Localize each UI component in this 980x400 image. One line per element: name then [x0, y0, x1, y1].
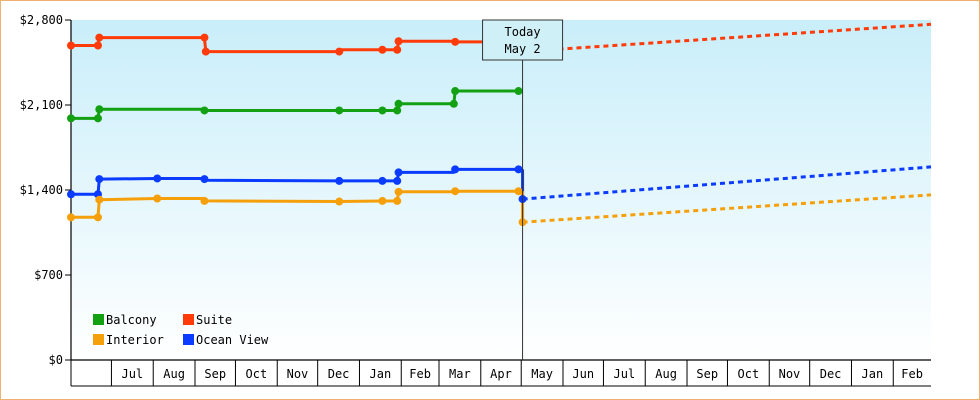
- x-tick-label: Mar: [449, 367, 471, 381]
- data-point: [153, 174, 162, 183]
- x-tick-label: Aug: [655, 367, 677, 381]
- x-tick-label: Aug: [163, 367, 185, 381]
- data-point: [378, 106, 387, 115]
- today-date: May 2: [505, 42, 541, 56]
- data-point: [95, 105, 104, 114]
- data-point: [394, 168, 403, 177]
- legend-label: Balcony: [106, 313, 157, 327]
- x-tick-label: Dec: [820, 367, 842, 381]
- data-point: [93, 114, 102, 123]
- data-point: [93, 213, 102, 222]
- x-tick-label: Sep: [696, 367, 718, 381]
- legend-label: Suite: [196, 313, 232, 327]
- data-point: [200, 33, 209, 42]
- x-tick-label: May: [531, 367, 553, 381]
- data-point: [378, 45, 387, 54]
- data-point: [153, 194, 162, 203]
- data-point: [95, 175, 104, 184]
- x-tick-label: Oct: [738, 367, 760, 381]
- data-point: [394, 99, 403, 108]
- data-point: [394, 187, 403, 196]
- legend-swatch: [93, 314, 104, 325]
- x-tick-label: Jun: [572, 367, 594, 381]
- x-tick-label: Sep: [204, 367, 226, 381]
- y-tick-label: $700: [34, 268, 63, 282]
- data-point: [378, 176, 387, 185]
- y-tick-label: $1,400: [20, 183, 63, 197]
- data-point: [451, 87, 460, 96]
- data-point: [394, 37, 403, 46]
- today-label: Today: [505, 25, 541, 39]
- data-point: [451, 187, 460, 196]
- data-point: [335, 197, 344, 206]
- data-point: [200, 175, 209, 184]
- data-point: [335, 106, 344, 115]
- legend-swatch: [183, 334, 194, 345]
- data-point: [335, 47, 344, 56]
- data-point: [393, 176, 402, 185]
- x-tick-label: Oct: [246, 367, 268, 381]
- today-callout: [482, 19, 564, 61]
- data-point: [67, 213, 75, 222]
- data-point: [93, 41, 102, 50]
- legend-label: Interior: [106, 333, 164, 347]
- data-point: [451, 165, 460, 174]
- x-tick-label: Jul: [613, 367, 635, 381]
- x-tick-label: Apr: [490, 367, 512, 381]
- data-point: [514, 165, 523, 174]
- data-point: [67, 41, 75, 50]
- data-point: [514, 187, 523, 196]
- data-point: [67, 190, 75, 199]
- data-point: [95, 195, 104, 204]
- legend-swatch: [183, 314, 194, 325]
- x-tick-label: Feb: [901, 367, 923, 381]
- y-tick-label: $2,100: [20, 98, 63, 112]
- data-point: [335, 176, 344, 185]
- y-tick-label: $2,800: [20, 13, 63, 27]
- x-tick-label: Feb: [409, 367, 431, 381]
- data-point: [200, 196, 209, 205]
- data-point: [95, 33, 104, 42]
- data-point: [514, 87, 523, 96]
- x-tick-label: Dec: [328, 367, 350, 381]
- legend-label: Ocean View: [196, 333, 269, 347]
- x-tick-label: Nov: [779, 367, 801, 381]
- data-point: [393, 45, 402, 54]
- data-point: [449, 99, 458, 108]
- legend-swatch: [93, 334, 104, 345]
- data-point: [451, 37, 460, 46]
- data-point: [201, 47, 210, 56]
- data-point: [393, 106, 402, 115]
- x-tick-label: Jan: [862, 367, 884, 381]
- y-tick-label: $0: [49, 353, 63, 367]
- data-point: [378, 196, 387, 205]
- data-point: [200, 106, 209, 115]
- x-tick-label: Nov: [287, 367, 309, 381]
- x-tick-label: Jan: [370, 367, 392, 381]
- x-tick-label: Jul: [121, 367, 143, 381]
- data-point: [393, 196, 402, 205]
- data-point: [67, 114, 75, 123]
